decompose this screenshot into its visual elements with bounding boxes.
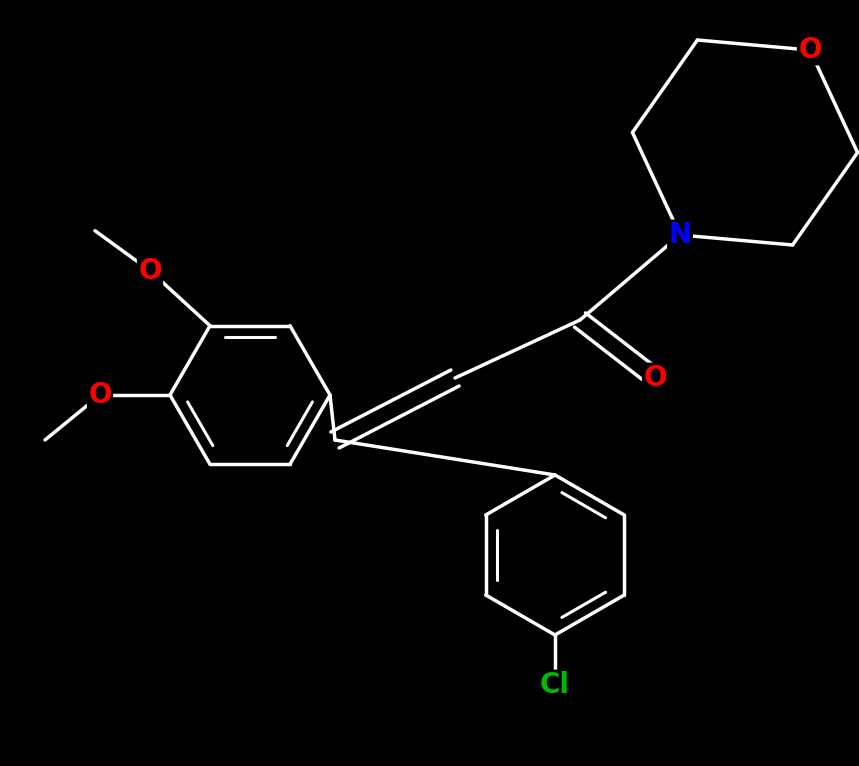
Text: O: O bbox=[138, 257, 161, 285]
Text: N: N bbox=[668, 221, 691, 249]
Text: O: O bbox=[798, 36, 822, 64]
Text: Cl: Cl bbox=[540, 671, 570, 699]
Text: O: O bbox=[643, 364, 667, 392]
Text: O: O bbox=[88, 381, 112, 409]
